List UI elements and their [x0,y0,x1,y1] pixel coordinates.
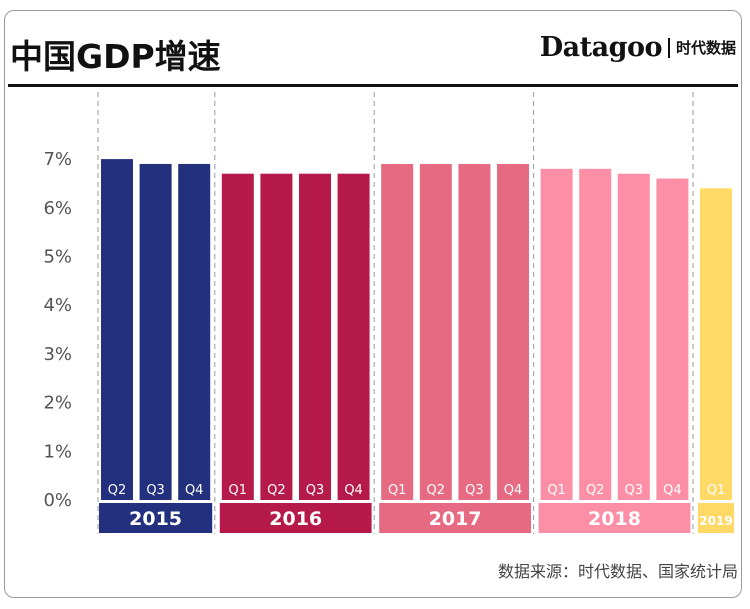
quarter-label: Q1 [707,483,726,498]
quarter-label: Q4 [185,483,204,498]
brand-name: Datagoo [539,32,663,63]
quarter-label: Q1 [547,483,566,498]
year-label: 2016 [269,508,322,530]
quarter-label: Q3 [625,483,644,498]
quarter-label: Q4 [663,483,682,498]
year-label: 2018 [588,508,641,530]
bar-2017-q1 [381,163,414,500]
bar-2018-q4 [656,178,689,501]
year-band-2019 [698,503,734,533]
quarter-label: Q4 [504,483,523,498]
year-band-2017 [379,503,531,533]
quarter-label: Q2 [586,483,605,498]
bar-2017-q2 [419,163,452,500]
quarter-label: Q3 [306,483,325,498]
y-tick-label: 6% [43,198,72,219]
y-tick-label: 1% [43,441,72,462]
year-label: 2017 [429,508,482,530]
quarter-label: Q1 [388,483,407,498]
y-tick-label: 5% [43,246,72,267]
y-tick-label: 3% [43,344,72,365]
brand-tagline: 时代数据 [675,39,736,57]
y-tick-label: 2% [43,393,72,414]
bar-2018-q2 [579,168,612,500]
title-underline [8,84,738,87]
y-tick-label: 0% [43,490,72,511]
quarter-label: Q2 [108,483,127,498]
bar-2016-q2 [260,173,293,500]
quarter-label: Q2 [267,483,286,498]
bar-2015-q3 [139,163,172,500]
brand-logo: Datagoo 时代数据 [540,32,736,63]
quarter-label: Q3 [146,483,165,498]
year-band-2016 [219,503,372,533]
bar-2017-q4 [497,163,529,500]
bar-2017-q3 [458,163,491,500]
y-tick-label: 4% [43,295,72,316]
bar-2016-q4 [337,173,370,500]
quarter-label: Q2 [427,483,446,498]
bar-2015-q2 [101,159,133,500]
brand-divider [667,37,670,58]
bar-2019-q1 [700,188,732,500]
bar-2015-q4 [178,163,211,500]
quarter-label: Q1 [229,483,248,498]
bar-2016-q1 [221,173,254,500]
bar-2018-q3 [617,173,650,500]
year-label: 2019 [699,514,732,528]
chart-title: 中国GDP增速 [10,37,221,76]
bar-2016-q3 [299,173,331,500]
y-tick-label: 7% [43,149,72,170]
year-band-2018 [538,503,691,533]
quarter-label: Q3 [465,483,484,498]
source-note: 数据来源：时代数据、国家统计局 [497,562,738,581]
year-band-2015 [99,503,213,533]
year-label: 2015 [129,508,182,530]
quarter-label: Q4 [344,483,363,498]
bar-2018-q1 [540,168,573,500]
